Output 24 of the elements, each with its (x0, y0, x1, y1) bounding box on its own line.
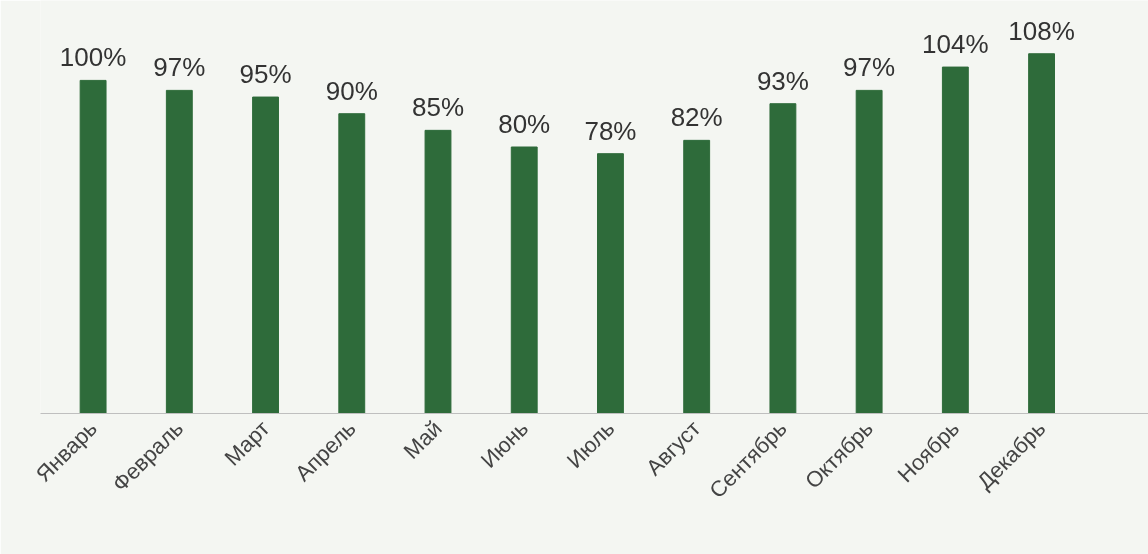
data-label: 90% (325, 75, 378, 106)
data-label: 85% (411, 92, 465, 123)
data-label: 100% (59, 42, 127, 73)
data-label: 95% (239, 59, 292, 90)
bar (338, 113, 366, 414)
bar (165, 89, 193, 414)
bar (683, 139, 711, 414)
bar (79, 79, 107, 414)
bar (252, 96, 279, 414)
bar (941, 66, 969, 414)
data-label: 93% (756, 65, 809, 96)
bar (510, 146, 538, 414)
data-label: 97% (843, 52, 896, 83)
data-label: 78% (584, 115, 637, 146)
bar (1028, 53, 1056, 414)
data-label: 82% (670, 102, 723, 133)
data-label: 97% (153, 52, 206, 83)
bar (769, 103, 797, 414)
data-label: 108% (1008, 15, 1075, 46)
bar (424, 129, 452, 414)
data-label: 104% (922, 29, 989, 60)
data-label: 80% (498, 109, 551, 140)
bar (855, 89, 883, 414)
bar (597, 153, 624, 414)
